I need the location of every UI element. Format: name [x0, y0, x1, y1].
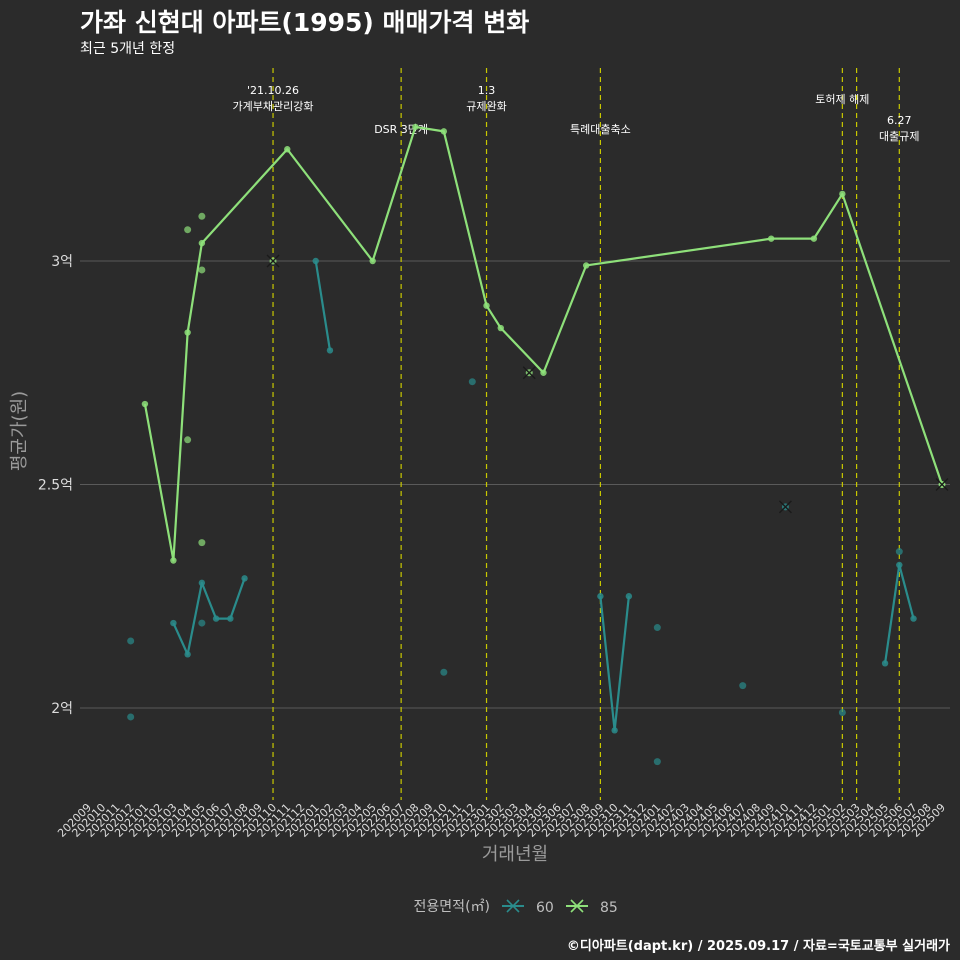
series-60-point: [127, 637, 135, 645]
event-label: 특례대출축소: [570, 123, 631, 136]
series-60-point: [326, 347, 334, 354]
series-85-point: [198, 239, 206, 247]
series-85-point: [497, 324, 504, 332]
series-60-point: [468, 378, 476, 386]
series-60-point: [440, 668, 448, 676]
chart-title: 가좌 신현대 아파트(1995) 매매가격 변화: [80, 8, 530, 37]
y-tick-label: 2억: [51, 701, 73, 717]
series-60-point: [184, 651, 191, 658]
series-60-point: [653, 758, 661, 766]
series-60-point: [227, 615, 234, 622]
y-axis-title: 평균가(원): [9, 391, 30, 471]
series-85-cross-marker: [522, 366, 536, 380]
x-axis-title: 거래년월: [482, 844, 548, 865]
series-85-point: [483, 302, 490, 309]
legend-label-85: 85: [600, 900, 618, 916]
series-60-line: [314, 260, 332, 351]
series-85-cross-marker: [935, 478, 949, 491]
series-60-point: [611, 727, 618, 734]
series-85-point: [198, 212, 206, 220]
series-85-point: [582, 262, 590, 269]
series-85-point: [284, 146, 291, 153]
series-85-point: [198, 539, 206, 547]
series-85-point: [440, 128, 448, 135]
series-60-point: [739, 682, 747, 690]
series-85-point: [184, 436, 192, 444]
series-60-point: [653, 624, 661, 632]
event-label: 가계부채관리강화: [233, 100, 314, 113]
series-85-point: [540, 369, 547, 376]
series-60-point: [910, 615, 917, 622]
legend-label-60: 60: [536, 900, 554, 916]
series-60-point: [170, 619, 177, 627]
series-85-cross-marker: [266, 254, 280, 268]
series-60-line: [599, 596, 630, 732]
series-60-point: [198, 579, 206, 587]
event-label: 대출규제: [879, 130, 919, 143]
series-60-point: [625, 593, 633, 600]
legend-title: 전용면적(㎡): [414, 899, 490, 915]
event-label: 토허제 해제: [815, 92, 869, 106]
y-tick-label: 2.5억: [38, 478, 73, 494]
series-60-point: [881, 660, 889, 667]
series-85-point: [198, 266, 206, 274]
series-85-point: [369, 257, 376, 265]
series-60-point: [241, 575, 248, 582]
series-85-point: [170, 557, 177, 564]
legend-marker-85: [570, 899, 584, 913]
event-label: '21.10.26: [247, 84, 299, 97]
legend-marker-60: [506, 899, 520, 913]
series-60-point: [198, 619, 206, 627]
event-label: 6.27: [887, 114, 912, 127]
series-85-point: [184, 226, 192, 234]
series-85-point: [839, 190, 846, 198]
series-60-point: [895, 548, 903, 556]
series-60-point: [838, 708, 846, 716]
event-label: 규제완화: [466, 100, 506, 113]
y-tick-label: 3억: [51, 254, 73, 270]
chart-subtitle: 최근 5개년 한정: [80, 41, 176, 57]
source-caption: ©디아파트(dapt.kr) / 2025.09.17 / 자료=국토교통부 실…: [566, 939, 950, 954]
series-85-point: [412, 123, 419, 131]
series-60-cross-marker: [778, 500, 792, 514]
event-label: 1.3: [478, 84, 496, 97]
series-60-point: [312, 257, 319, 265]
series-60-point: [212, 615, 220, 622]
series-85-point: [141, 400, 149, 408]
series-60-point: [127, 713, 135, 721]
series-85-point: [768, 235, 775, 242]
event-label: DSR 3단계: [374, 123, 428, 136]
series-85-line: [143, 125, 944, 562]
series-85-point: [184, 329, 191, 336]
series-60-point: [896, 561, 903, 569]
series-60-line: [172, 578, 246, 656]
series-60-point: [597, 593, 604, 600]
series-85-point: [810, 235, 818, 242]
